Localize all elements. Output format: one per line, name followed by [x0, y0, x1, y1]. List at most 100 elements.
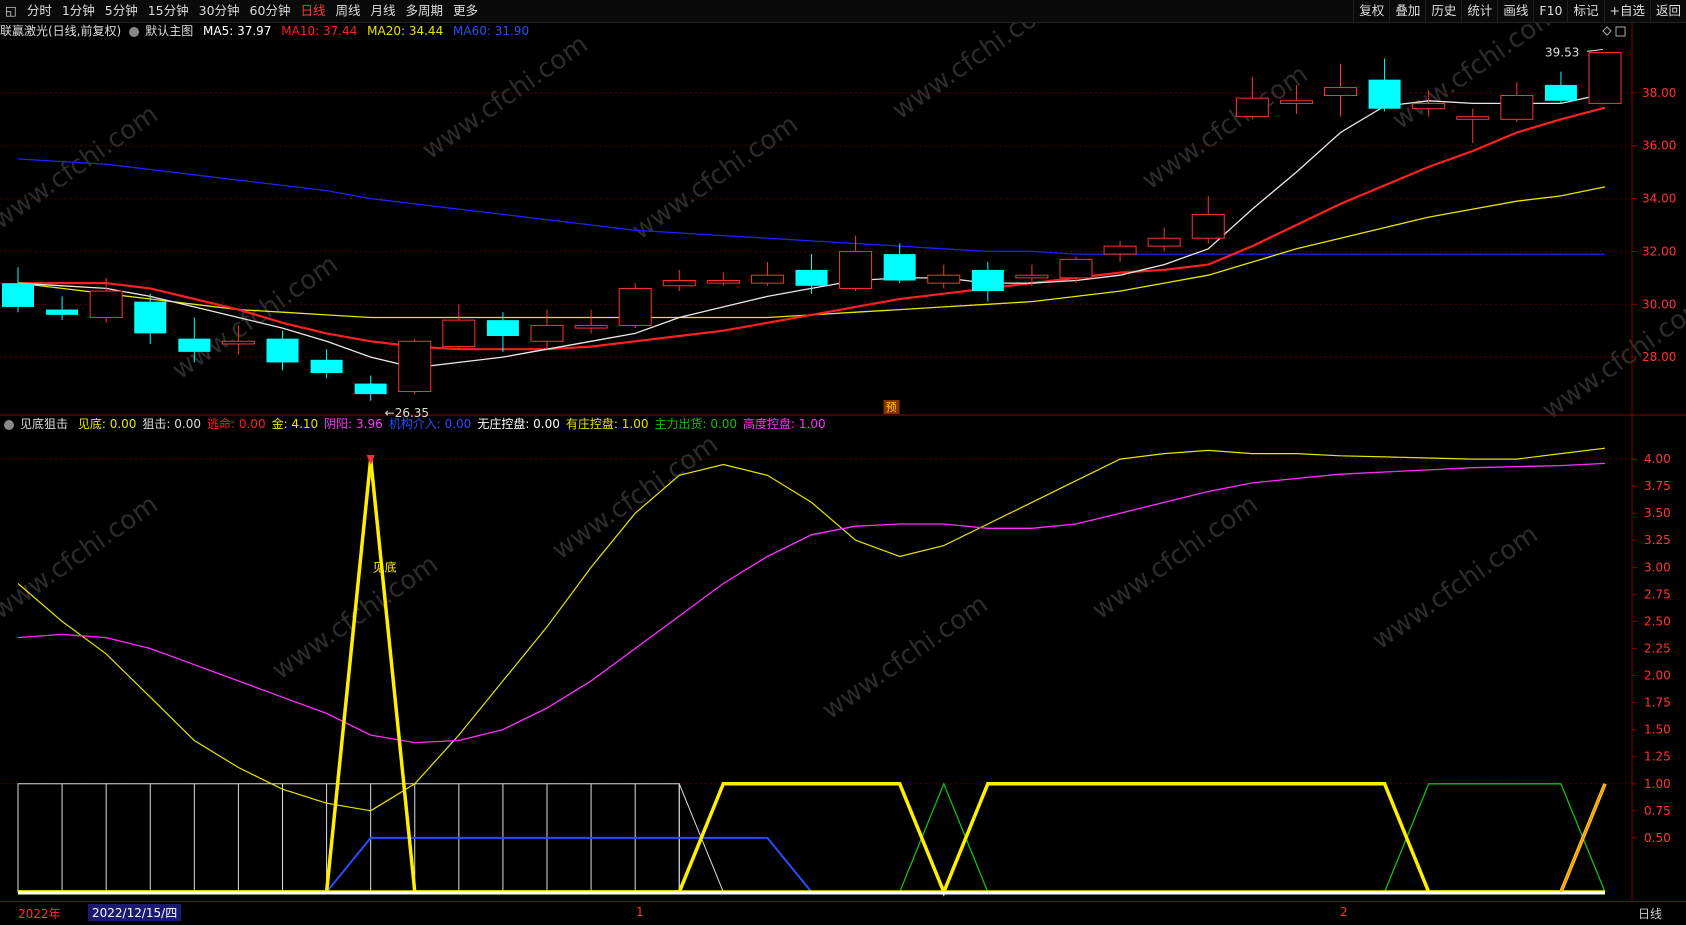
diamond-icon	[1602, 26, 1612, 36]
ma60-value: MA60: 31.90	[453, 24, 530, 38]
watermark-text: www.cfchi.com	[1137, 59, 1314, 195]
period-tab[interactable]: 月线	[370, 3, 396, 18]
bottom-signal-arrow	[366, 455, 375, 466]
indicator-value: 阴阳: 3.96	[324, 417, 383, 431]
indicator-tick-label: 2.50	[1644, 614, 1671, 628]
indicator-tick-label: 0.75	[1644, 804, 1671, 818]
bottom-signal-label: 见底	[373, 559, 397, 574]
indicator-tick-label: 4.00	[1644, 452, 1671, 466]
toolbar-button[interactable]: 返回	[1649, 0, 1686, 22]
period-toolbar: ◱ 分时 1分钟 5分钟 15分钟 30分钟 60分钟 日线 周线 月线 多周期 更多 复权 叠加 历史…	[0, 0, 1686, 23]
yinyang-line	[17, 462, 1606, 744]
pre-badge-label: 预	[886, 401, 897, 414]
candle-body	[574, 324, 608, 329]
pre-badge	[883, 400, 900, 414]
gold-line	[17, 447, 1606, 812]
cursor-date: 2022/12/15/四	[88, 904, 182, 921]
toolbar-button[interactable]: 画线	[1497, 0, 1533, 22]
candle-body	[134, 301, 167, 334]
indicator-tick-label: 2.75	[1644, 587, 1671, 601]
toolbar-button[interactable]: 历史	[1425, 0, 1461, 22]
period-tab[interactable]: 1分钟	[61, 3, 95, 18]
candle-body	[398, 340, 432, 392]
period-tab[interactable]: 周线	[335, 3, 361, 18]
indicator-toggle-icon[interactable]	[4, 419, 14, 430]
year-label: 2022年	[18, 907, 61, 921]
toolbar-button[interactable]: +自选	[1603, 0, 1650, 22]
candle-body	[266, 338, 299, 363]
watermark-text: www.cfchi.com	[1087, 489, 1264, 625]
ma10-value: MA10: 37.44	[281, 24, 358, 38]
indicator-tick-label: 1.50	[1644, 723, 1671, 737]
indicator-name[interactable]: 见底狙击	[20, 417, 69, 431]
indicator-value: 狙击: 0.00	[142, 417, 201, 431]
candle-body	[795, 269, 828, 286]
indicator-tick-label: 3.25	[1644, 533, 1671, 547]
indicator-tick-label: 1.25	[1644, 750, 1671, 764]
candle-body	[1015, 274, 1049, 279]
candle-body	[310, 359, 343, 373]
indicator-value: 机构介入: 0.00	[388, 417, 472, 431]
price-tick-label: 34.00	[1642, 192, 1676, 206]
template-toggle-icon[interactable]	[129, 26, 140, 37]
candle-body	[530, 324, 564, 342]
candle-body	[2, 283, 34, 307]
ma20-value: MA20: 34.44	[367, 24, 444, 38]
toolbar-button[interactable]: 复权	[1353, 0, 1389, 22]
indicator-value: 逃命: 0.00	[207, 417, 266, 431]
candle-body	[1412, 102, 1446, 110]
candle-body	[1279, 100, 1313, 104]
template-name[interactable]: 默认主图	[145, 24, 194, 38]
candle-body	[46, 309, 79, 315]
candle-body	[442, 319, 476, 348]
candle-body	[1544, 84, 1577, 101]
candle-body	[883, 254, 916, 281]
toolbar-button[interactable]: F10	[1533, 0, 1567, 22]
candle-body	[486, 320, 519, 336]
ma10-line	[18, 106, 1606, 351]
watermark-text: www.cfchi.com	[0, 489, 164, 625]
high-price-label: 39.53	[1545, 45, 1579, 59]
candle-body	[839, 250, 873, 289]
toolbar-button[interactable]: 叠加	[1389, 0, 1425, 22]
period-badge[interactable]: 日线	[1638, 907, 1663, 921]
candle-body	[89, 290, 123, 319]
high-control-line	[1559, 783, 1606, 893]
indicator-tick-label: 3.50	[1644, 506, 1671, 520]
period-tab[interactable]: 60分钟	[249, 3, 291, 18]
stock-title: 联赢激光(日线,前复权)	[0, 24, 122, 38]
candle-body	[1500, 95, 1534, 120]
date-axis: 2022年 2022/12/15/四 1 2 日线	[0, 901, 1686, 925]
indicator-tick-label: 2.00	[1644, 669, 1671, 683]
toolbar-button[interactable]: 统计	[1461, 0, 1497, 22]
price-tick-label: 28.00	[1642, 350, 1676, 364]
watermark-text: www.cfchi.com	[1367, 519, 1544, 655]
price-tick-label: 30.00	[1642, 297, 1676, 311]
candle-body	[618, 287, 652, 326]
candle-body	[1103, 245, 1137, 255]
indicator-value: 高度控盘: 1.00	[743, 417, 826, 431]
month-label-2: 2	[1340, 905, 1348, 919]
watermark-text: www.cfchi.com	[547, 429, 724, 565]
period-tab[interactable]: 5分钟	[104, 3, 138, 18]
institution-line	[18, 836, 1605, 893]
window-icon[interactable]: ◱	[5, 3, 17, 18]
period-tab[interactable]: 分时	[26, 3, 52, 18]
indicator-tick-label: 0.50	[1644, 831, 1671, 845]
candle-body	[1235, 97, 1269, 118]
candle-body	[1588, 51, 1622, 104]
candle-body	[1191, 213, 1225, 239]
price-tick-label: 38.00	[1642, 86, 1676, 100]
indicator-value: 金: 4.10	[271, 417, 319, 431]
indicator-tick-label: 3.00	[1644, 560, 1671, 574]
toolbar-button[interactable]: 标记	[1567, 0, 1603, 22]
candle-body	[971, 269, 1004, 292]
period-tab[interactable]: 多周期	[405, 3, 444, 18]
main-chart-info: 联赢激光(日线,前复权) 默认主图 MA5: 37.97 MA10: 37.44 …	[0, 22, 535, 40]
period-tab[interactable]: 30分钟	[198, 3, 240, 18]
period-tab[interactable]: 日线	[300, 3, 326, 18]
period-tab[interactable]: 15分钟	[147, 3, 189, 18]
period-tab[interactable]: 更多	[453, 3, 479, 18]
candle-body	[662, 280, 696, 287]
